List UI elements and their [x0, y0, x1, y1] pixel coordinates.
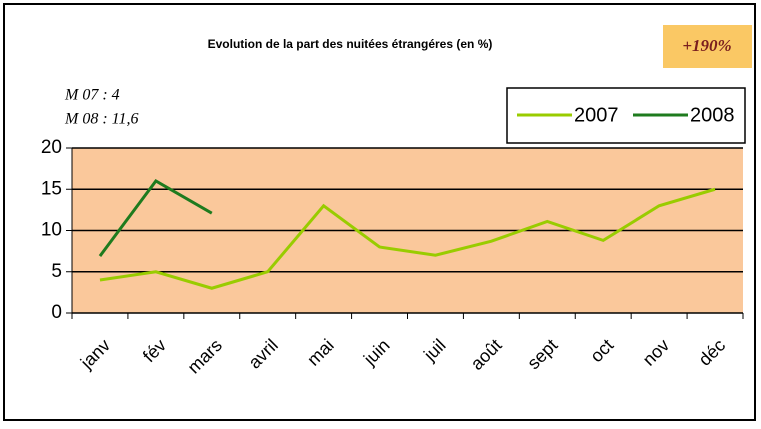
y-tick-label: 0: [51, 302, 62, 323]
y-tick-label: 5: [51, 261, 62, 282]
line-series: [99, 187, 716, 290]
y-tick-label: 10: [41, 220, 62, 241]
badge: +190%: [682, 36, 731, 55]
badge-box: [663, 25, 752, 68]
annotation: M 07 : 4: [64, 87, 120, 104]
line-series: [98, 179, 213, 257]
chart-title: Evolution de la part des nuitées étrangé…: [208, 37, 493, 51]
y-tick-label: 20: [41, 137, 62, 158]
y-tick-label: 15: [41, 178, 62, 199]
legend-label: 2008: [690, 104, 735, 126]
legend-label: 2007: [574, 104, 619, 126]
annotation: M 08 : 11,6: [64, 111, 138, 128]
